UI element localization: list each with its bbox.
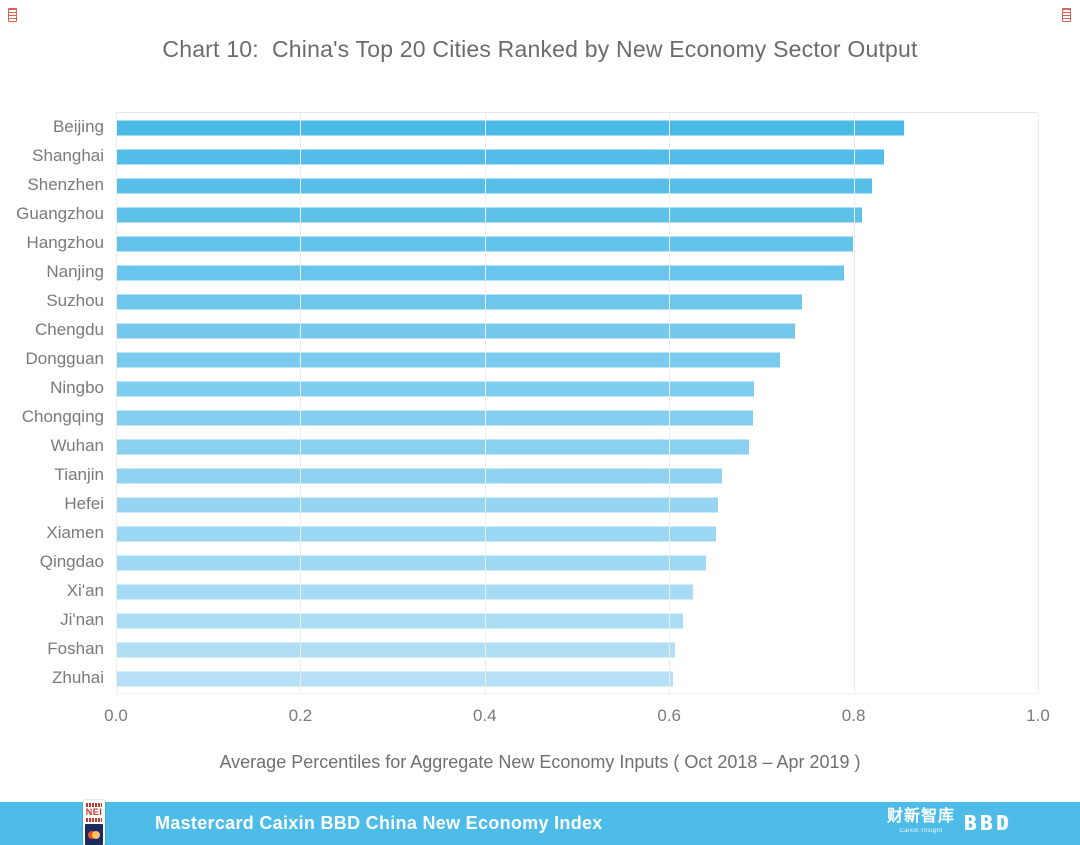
bar-row-ningbo: [116, 374, 1038, 403]
nei-logo-stripes-top: [86, 803, 102, 807]
city-label-xiamen: Xiamen: [46, 522, 104, 542]
bar-row-shenzhen: [116, 171, 1038, 200]
bar-row-shanghai: [116, 142, 1038, 171]
bar-row-suzhou: [116, 287, 1038, 316]
city-label-foshan: Foshan: [47, 638, 104, 658]
bbd-logo: BBD: [963, 811, 1012, 835]
bar-hefei: [116, 497, 719, 512]
gridline-1.0: [1038, 113, 1039, 693]
bar-row-chengdu: [116, 316, 1038, 345]
nei-logo-text: NEI: [85, 807, 103, 817]
bar-row-hangzhou: [116, 229, 1038, 258]
x-tick-0.8: 0.8: [841, 706, 866, 725]
city-label-qingdao: Qingdao: [39, 551, 104, 571]
city-label-nanjing: Nanjing: [46, 261, 104, 281]
bar-row-dongguan: [116, 345, 1038, 374]
bar-guangzhou: [116, 207, 862, 222]
bar-row-beijing: [116, 113, 1038, 142]
x-tick-0.6: 0.6: [657, 706, 682, 725]
bar-hangzhou: [116, 236, 853, 251]
caixin-logo-cn: 财新智库: [886, 808, 955, 825]
corner-mark-right: [1062, 8, 1071, 22]
bar-wuhan: [116, 439, 750, 454]
bar-qingdao: [116, 555, 707, 570]
city-label-chengdu: Chengdu: [34, 319, 104, 339]
bar-row-zhuhai: [116, 664, 1038, 693]
bar-rows: [116, 113, 1038, 693]
chart-title: Chart 10: China's Top 20 Cities Ranked b…: [162, 36, 918, 62]
city-label-jinan: Ji'nan: [60, 609, 104, 629]
bar-chengdu: [116, 323, 795, 338]
x-tick-0.0: 0.0: [104, 706, 128, 725]
bar-row-hefei: [116, 490, 1038, 519]
x-tick-0.4: 0.4: [472, 706, 497, 725]
city-label-guangzhou: Guangzhou: [16, 203, 104, 223]
city-label-tianjin: Tianjin: [54, 464, 104, 484]
city-label-chongqing: Chongqing: [21, 406, 104, 426]
bar-dongguan: [116, 352, 780, 367]
nei-logo: NEI: [83, 800, 105, 845]
x-tick-0.2: 0.2: [288, 706, 313, 725]
bar-row-tianjin: [116, 461, 1038, 490]
city-label-shanghai: Shanghai: [32, 145, 104, 165]
x-tick-1.0: 1.0: [1026, 706, 1050, 725]
bar-shanghai: [116, 149, 885, 164]
bar-row-qingdao: [116, 548, 1038, 577]
bar-suzhou: [116, 294, 802, 309]
bar-row-chongqing: [116, 403, 1038, 432]
city-label-wuhan: Wuhan: [50, 435, 104, 455]
bar-row-foshan: [116, 635, 1038, 664]
gridline-0.6: [669, 113, 671, 693]
bar-chongqing: [116, 410, 754, 425]
bar-nanjing: [116, 265, 845, 280]
caixin-logo-en: Caixin Insight: [899, 828, 943, 834]
gridline-0.0: [116, 113, 117, 693]
corner-mark-left: [8, 8, 17, 22]
bar-zhuhai: [116, 671, 673, 686]
y-axis-city-labels: Beijing Shanghai Shenzhen Guangzhou Hangzhou…: [0, 112, 104, 692]
x-axis-label: Average Percentiles for Aggregate New Ec…: [219, 752, 861, 772]
city-label-hefei: Hefei: [64, 493, 104, 513]
city-label-zhuhai: Zhuhai: [52, 667, 104, 687]
bar-shenzhen: [116, 178, 873, 193]
footer-title: Mastercard Caixin BBD China New Economy …: [155, 813, 603, 833]
caixin-insight-logo: 财新智库 Caixin Insight: [886, 808, 955, 835]
bar-xian: [116, 584, 694, 599]
gridline-0.8: [853, 113, 855, 693]
x-axis-ticks: 0.0 0.2 0.4 0.6 0.8 1.0: [104, 706, 1050, 728]
bar-foshan: [116, 642, 675, 657]
city-label-shenzhen: Shenzhen: [27, 174, 104, 194]
bar-ningbo: [116, 381, 755, 396]
city-label-hangzhou: Hangzhou: [26, 232, 104, 252]
bar-row-xian: [116, 577, 1038, 606]
city-label-suzhou: Suzhou: [46, 290, 104, 310]
city-label-ningbo: Ningbo: [50, 377, 104, 397]
bar-tianjin: [116, 468, 722, 483]
city-label-xian: Xi'an: [66, 580, 104, 600]
bar-xiamen: [116, 526, 717, 541]
city-label-beijing: Beijing: [52, 116, 104, 136]
bar-row-guangzhou: [116, 200, 1038, 229]
bar-beijing: [116, 120, 905, 135]
bar-row-wuhan: [116, 432, 1038, 461]
bar-row-jinan: [116, 606, 1038, 635]
bar-row-nanjing: [116, 258, 1038, 287]
bar-row-xiamen: [116, 519, 1038, 548]
nei-logo-stripes-bottom: [86, 818, 102, 822]
gridline-0.2: [300, 113, 302, 693]
plot-area: [116, 112, 1039, 694]
city-label-dongguan: Dongguan: [25, 348, 104, 368]
mastercard-circles-icon: [85, 824, 103, 845]
bar-jinan: [116, 613, 684, 628]
gridline-0.4: [484, 113, 486, 693]
footer-band: NEI Mastercard Caixin BBD China New Econ…: [0, 800, 1080, 845]
